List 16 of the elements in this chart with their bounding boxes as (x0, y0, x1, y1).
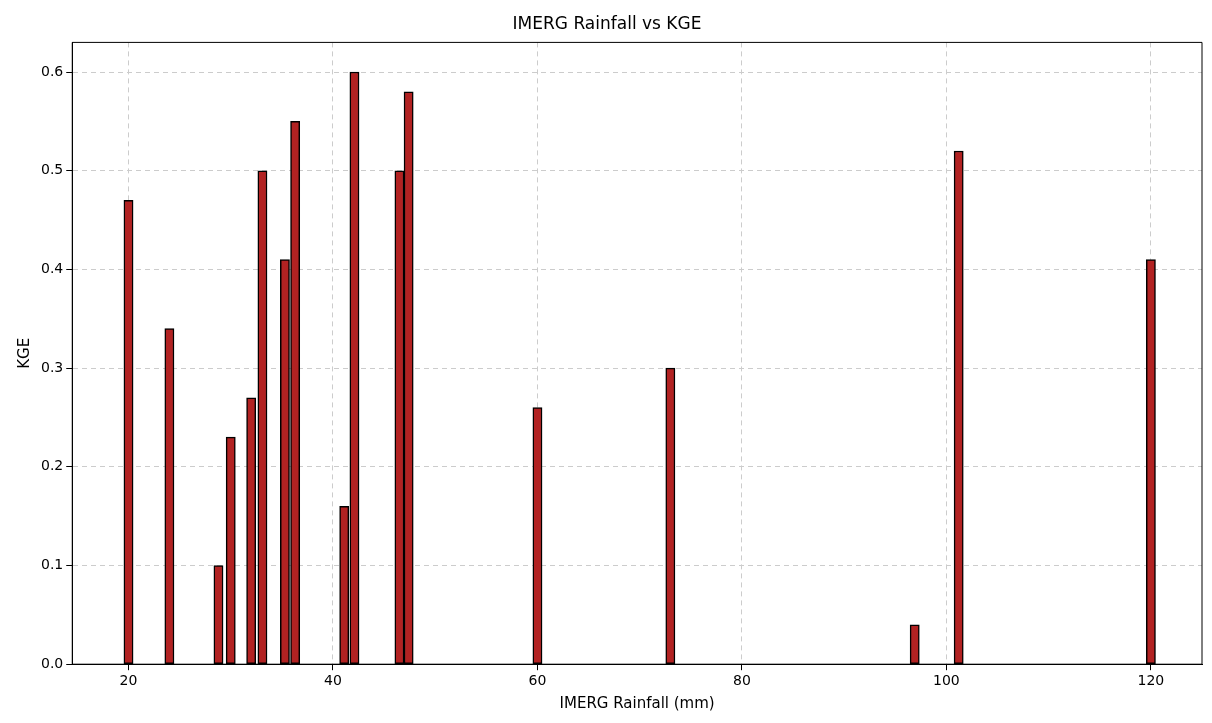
y-tick-label: 0.2 (41, 457, 64, 474)
y-tick-label: 0.4 (41, 260, 64, 277)
y-axis-title: KGE (14, 337, 33, 369)
y-tick-label: 0.6 (41, 62, 64, 79)
y-tick-label: 0.3 (41, 358, 64, 375)
x-tick-label: 20 (119, 672, 138, 689)
chart-title: IMERG Rainfall vs KGE (512, 12, 702, 33)
y-tick-label: 0.0 (41, 654, 64, 671)
x-tick-label: 80 (733, 672, 751, 689)
x-tick-label: 60 (528, 672, 547, 689)
y-tick-label: 0.1 (41, 556, 64, 573)
x-tick-label: 40 (324, 672, 342, 689)
x-tick-label: 100 (933, 672, 960, 689)
x-tick-label: 120 (1137, 672, 1165, 689)
x-axis-title: IMERG Rainfall (mm) (559, 693, 715, 712)
y-tick-label: 0.5 (41, 161, 64, 178)
